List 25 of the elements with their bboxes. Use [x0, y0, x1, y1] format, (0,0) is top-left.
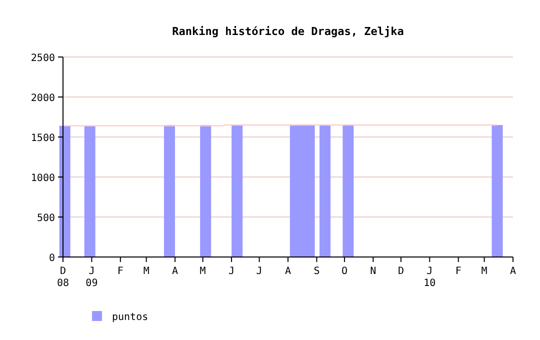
x-tick-label: A: [510, 266, 516, 277]
y-tick-label: 2500: [30, 53, 55, 64]
x-tick-label: J: [256, 266, 262, 277]
x-tick-label: S: [314, 266, 320, 277]
x-tick-label: M: [481, 266, 488, 277]
x-tick-label: N: [370, 266, 376, 277]
chart-title: Ranking histórico de Dragas, Zeljka: [172, 25, 404, 38]
x-tick-label: M: [200, 266, 206, 277]
x-tick-label: D 08: [56, 266, 70, 289]
x-tick-label: J 09: [86, 266, 98, 289]
x-tick-label: D: [398, 266, 404, 277]
x-tick-label: F: [455, 266, 462, 277]
x-tick-label: F: [117, 266, 124, 277]
legend-label: puntos: [112, 312, 148, 323]
y-tick-label: 500: [36, 213, 55, 224]
x-tick-label: J 10: [424, 266, 436, 289]
x-tick-label: A: [284, 266, 292, 277]
y-tick-label: 1000: [30, 173, 55, 184]
y-tick-label: 2000: [30, 93, 55, 104]
x-tick-label: O: [341, 266, 348, 277]
x-tick-label: A: [172, 266, 178, 277]
x-tick-label: M: [143, 266, 150, 277]
y-tick-label: 1500: [30, 133, 55, 144]
x-tick-label: J: [228, 266, 235, 277]
y-tick-label: 0: [48, 253, 55, 264]
